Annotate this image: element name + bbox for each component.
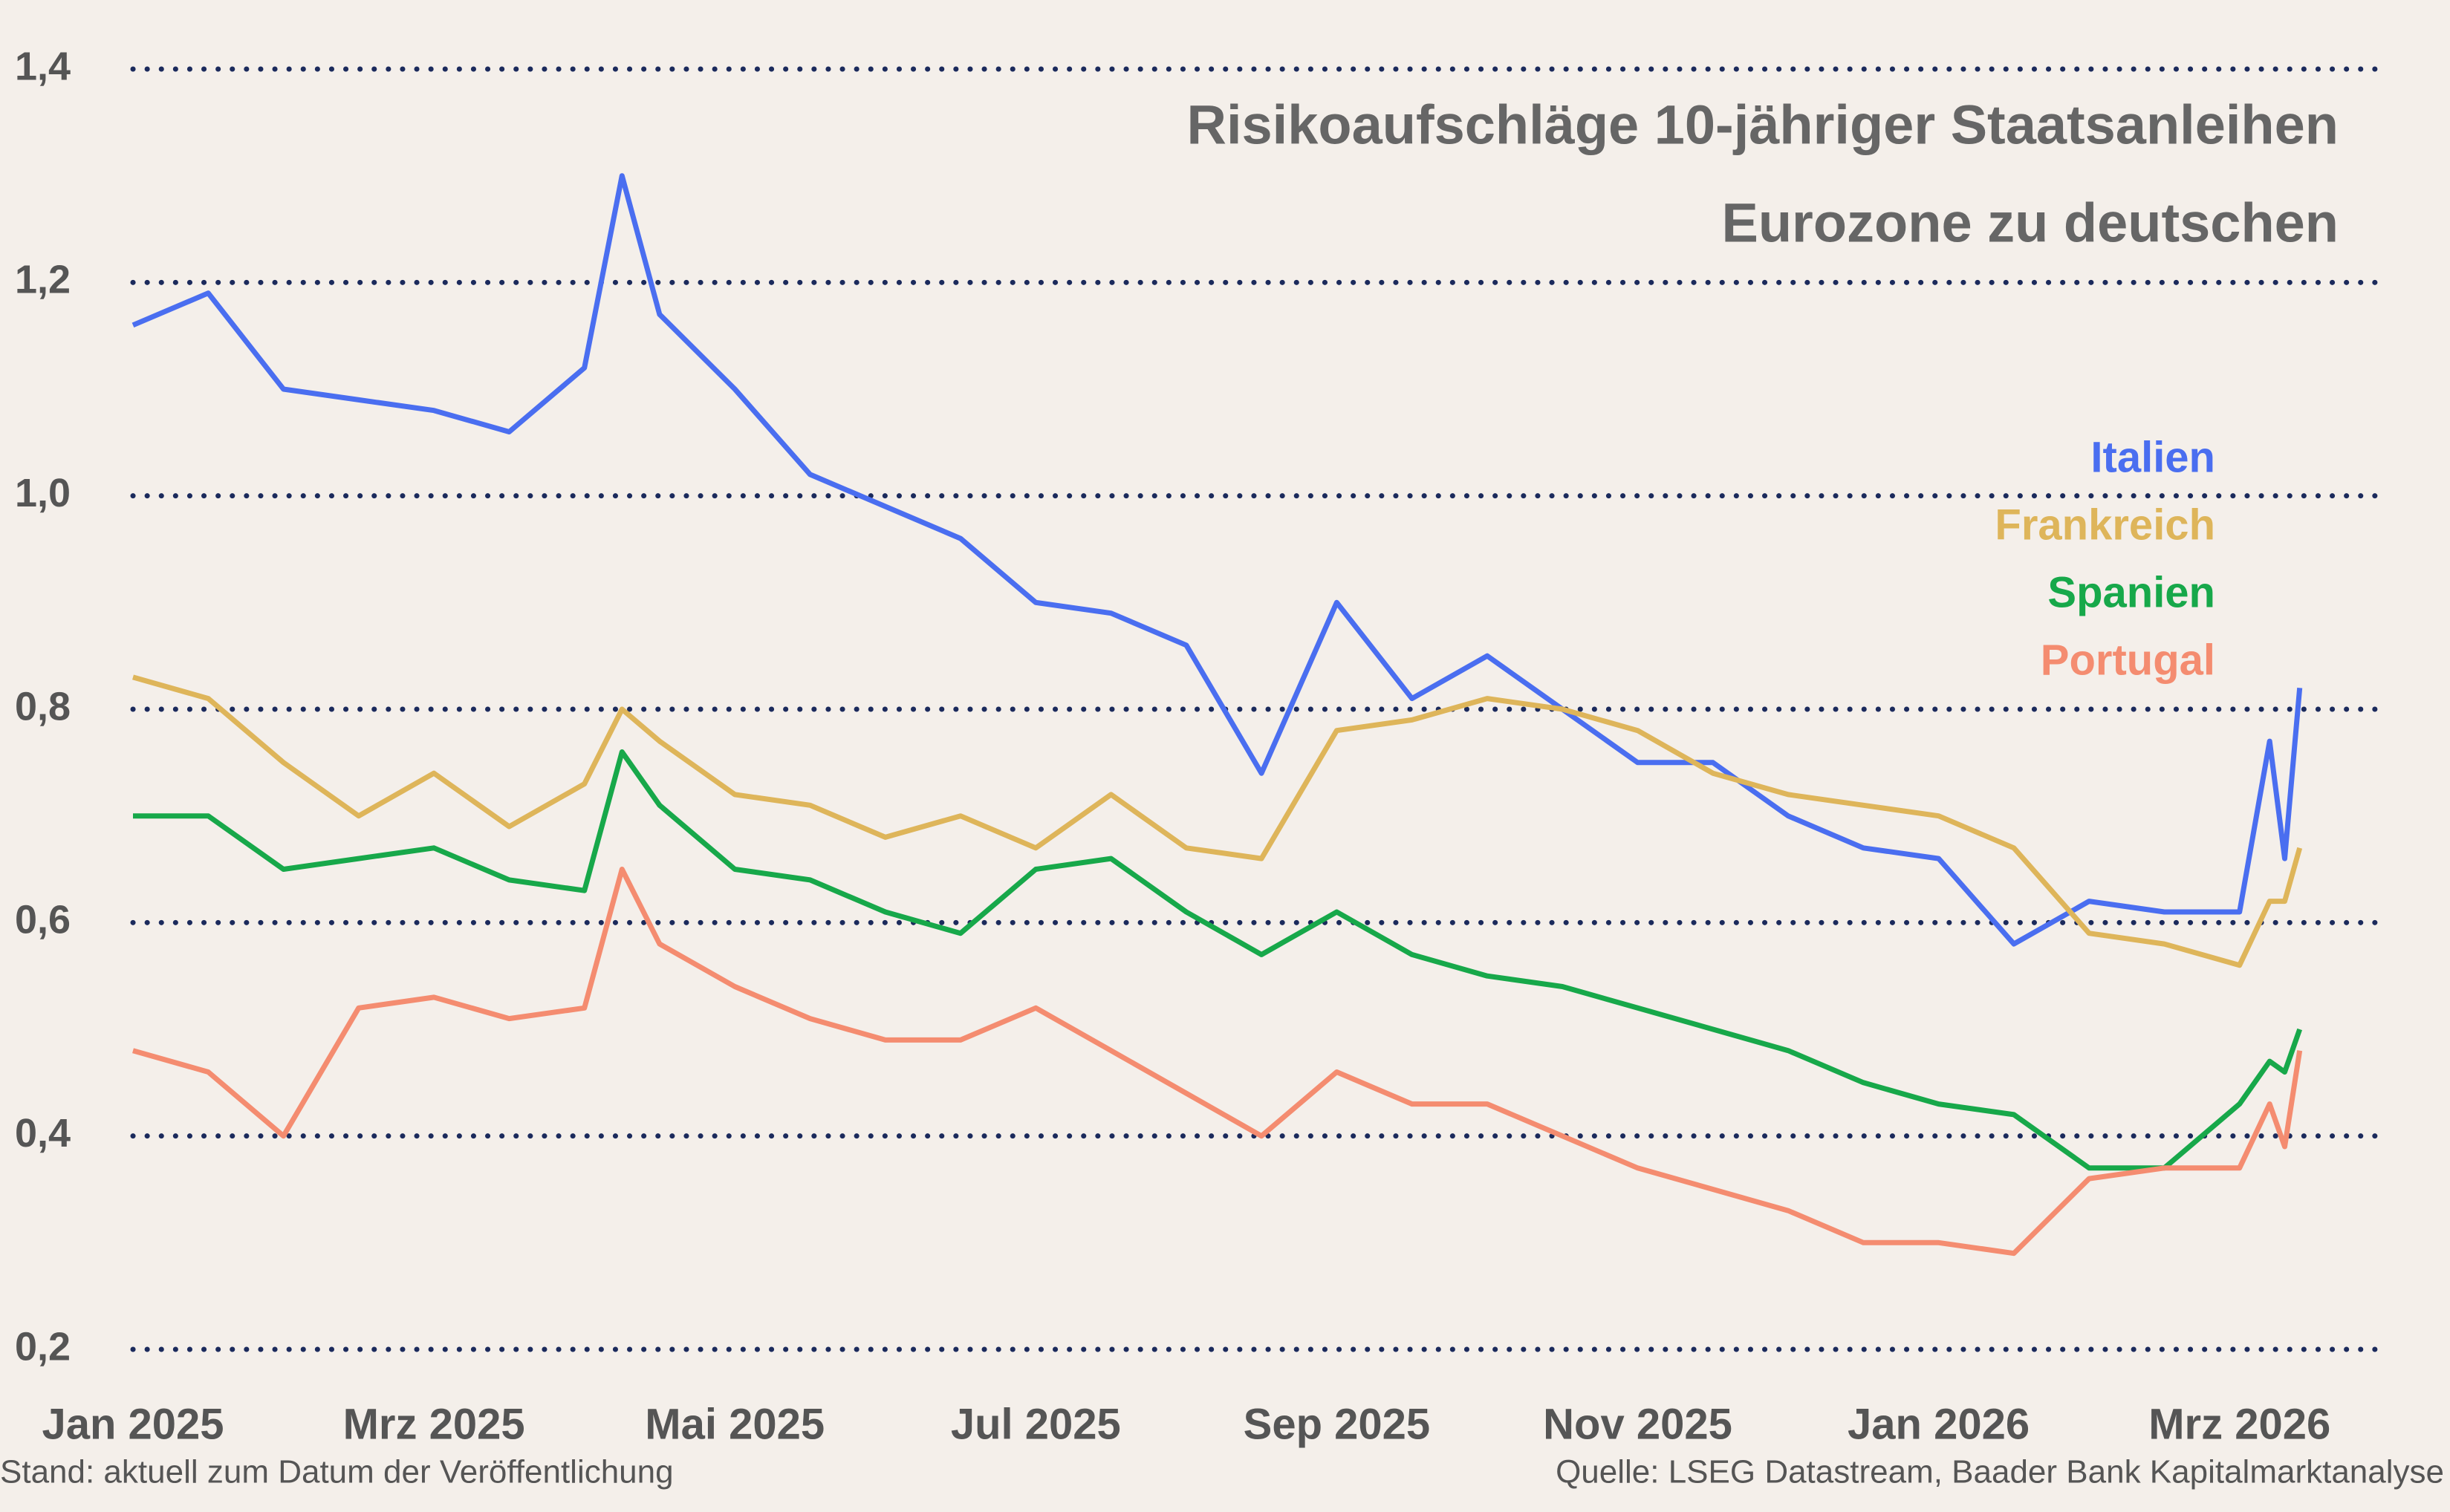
y-tick-label: 0,6	[15, 898, 71, 942]
chart-title: Risikoaufschläge 10-jähriger Staatsanlei…	[1187, 94, 2339, 156]
x-tick-label: Jul 2025	[951, 1400, 1121, 1448]
x-tick-label: Sep 2025	[1244, 1400, 1431, 1448]
series-line	[133, 749, 2303, 1171]
legend-entry: Portugal	[2041, 636, 2215, 684]
series-line	[131, 173, 2303, 947]
x-tick-label: Jan 2025	[42, 1400, 224, 1448]
series-line	[132, 867, 2303, 1257]
legend-entry: Spanien	[2047, 568, 2215, 616]
footnote: Stand: aktuell zum Datum der Veröffentli…	[0, 1454, 674, 1490]
y-tick-label: 1,4	[15, 44, 71, 88]
y-tick-label: 0,2	[15, 1324, 71, 1369]
y-tick-label: 1,0	[15, 471, 71, 515]
x-tick-label: Mai 2025	[645, 1400, 825, 1448]
y-tick-label: 0,8	[15, 684, 71, 729]
y-tick-label: 0,4	[15, 1111, 71, 1156]
x-tick-label: Mrz 2025	[343, 1400, 525, 1448]
x-tick-label: Mrz 2026	[2148, 1400, 2330, 1448]
legend-entry: Frankreich	[1995, 501, 2215, 549]
y-tick-label: 1,2	[15, 258, 71, 302]
series-line	[132, 674, 2303, 968]
x-tick-label: Nov 2025	[1543, 1400, 1732, 1448]
legend-entry: Italien	[2090, 433, 2215, 481]
chart-subtitle: Eurozone zu deutschen	[1721, 192, 2339, 254]
source: Quelle: LSEG Datastream, Baader Bank Kap…	[1556, 1454, 2444, 1490]
x-tick-label: Jan 2026	[1848, 1400, 2030, 1448]
